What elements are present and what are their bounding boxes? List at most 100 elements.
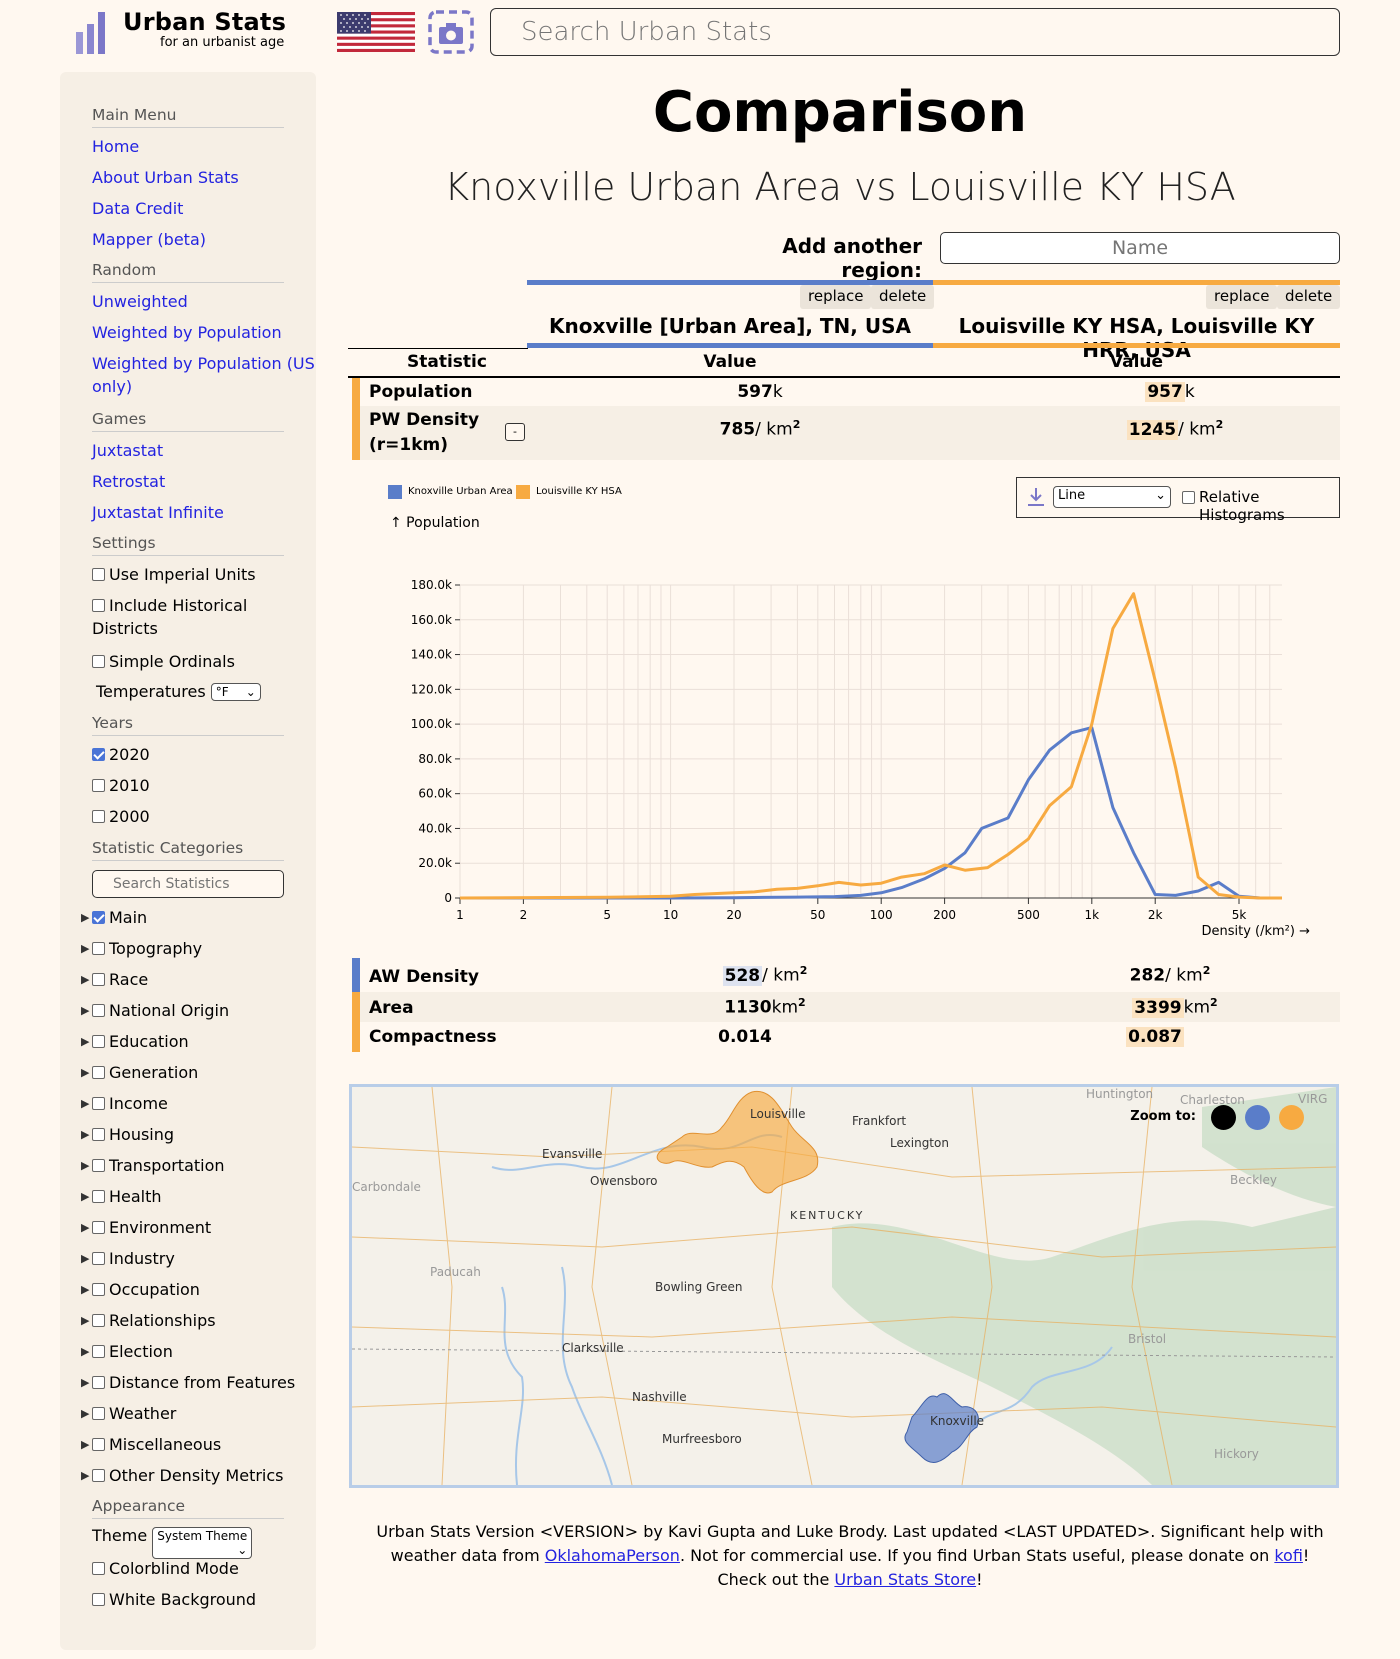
- category-transportation-checkbox[interactable]: [92, 1159, 105, 1172]
- sidebar-link-about[interactable]: About Urban Stats: [92, 168, 239, 187]
- region-2-delete-button[interactable]: delete: [1277, 285, 1341, 309]
- category-housing-checkbox[interactable]: [92, 1128, 105, 1141]
- category-generation[interactable]: Generation: [92, 1063, 198, 1082]
- population-label[interactable]: Population: [369, 382, 473, 402]
- pw-density-label[interactable]: PW Density: [369, 410, 480, 430]
- white-background-checkbox[interactable]: [92, 1593, 105, 1606]
- sidebar-link-home[interactable]: Home: [92, 137, 140, 156]
- sidebar-link-data-credit[interactable]: Data Credit: [92, 199, 184, 218]
- compactness-label[interactable]: Compactness: [369, 1027, 497, 1047]
- category-transportation[interactable]: Transportation: [92, 1156, 225, 1175]
- category-main[interactable]: Main: [92, 908, 147, 927]
- area-label[interactable]: Area: [369, 998, 414, 1018]
- category-income[interactable]: Income: [92, 1094, 168, 1113]
- expand-triangle-icon[interactable]: ▶: [81, 973, 90, 986]
- expand-button[interactable]: -: [505, 423, 525, 441]
- expand-triangle-icon[interactable]: ▶: [81, 1283, 90, 1296]
- region-1-delete-button[interactable]: delete: [871, 285, 935, 309]
- category-distance-from-features-checkbox[interactable]: [92, 1376, 105, 1389]
- category-other-density-metrics[interactable]: Other Density Metrics: [92, 1466, 284, 1485]
- sidebar-link-juxtastat[interactable]: Juxtastat: [92, 441, 164, 460]
- expand-triangle-icon[interactable]: ▶: [81, 1252, 90, 1265]
- region-2-name[interactable]: Louisville KY HSA, Louisville KY HRR, US…: [958, 314, 1315, 362]
- theme-select[interactable]: System Theme ⌄: [152, 1527, 253, 1559]
- category-health[interactable]: Health: [92, 1187, 162, 1206]
- category-miscellaneous-checkbox[interactable]: [92, 1438, 105, 1451]
- category-occupation-checkbox[interactable]: [92, 1283, 105, 1296]
- category-weather[interactable]: Weather: [92, 1404, 176, 1423]
- region-2-replace-button[interactable]: replace: [1206, 285, 1278, 309]
- download-icon[interactable]: [1025, 486, 1047, 508]
- relative-histograms-checkbox[interactable]: [1182, 491, 1195, 504]
- imperial-units-checkbox[interactable]: [92, 568, 105, 581]
- expand-triangle-icon[interactable]: ▶: [81, 1221, 90, 1234]
- pw-density-label-radius[interactable]: (r=1km): [369, 435, 449, 455]
- sidebar-link-mapper[interactable]: Mapper (beta): [92, 230, 206, 249]
- simple-ordinals-checkbox[interactable]: [92, 655, 105, 668]
- category-environment-checkbox[interactable]: [92, 1221, 105, 1234]
- category-education-checkbox[interactable]: [92, 1035, 105, 1048]
- year-2010[interactable]: 2010: [92, 776, 150, 795]
- category-topography[interactable]: Topography: [92, 939, 202, 958]
- setting-colorblind[interactable]: Colorblind Mode: [92, 1559, 239, 1578]
- region-1-name[interactable]: Knoxville [Urban Area], TN, USA: [549, 314, 911, 338]
- category-industry-checkbox[interactable]: [92, 1252, 105, 1265]
- zoom-louisville-button[interactable]: [1279, 1105, 1304, 1130]
- category-environment[interactable]: Environment: [92, 1218, 211, 1237]
- expand-triangle-icon[interactable]: ▶: [81, 1407, 90, 1420]
- category-relationships-checkbox[interactable]: [92, 1314, 105, 1327]
- setting-white-background[interactable]: White Background: [92, 1590, 256, 1609]
- category-education[interactable]: Education: [92, 1032, 189, 1051]
- expand-triangle-icon[interactable]: ▶: [81, 1128, 90, 1141]
- expand-triangle-icon[interactable]: ▶: [81, 942, 90, 955]
- add-region-input[interactable]: [940, 232, 1340, 264]
- region-1-replace-button[interactable]: replace: [800, 285, 872, 309]
- expand-triangle-icon[interactable]: ▶: [81, 1376, 90, 1389]
- expand-triangle-icon[interactable]: ▶: [81, 1097, 90, 1110]
- category-relationships[interactable]: Relationships: [92, 1311, 216, 1330]
- colorblind-checkbox[interactable]: [92, 1562, 105, 1575]
- region-map[interactable]: Louisville Frankfort Lexington Evansville Ow…: [349, 1084, 1339, 1488]
- category-housing[interactable]: Housing: [92, 1125, 174, 1144]
- expand-triangle-icon[interactable]: ▶: [81, 1190, 90, 1203]
- expand-triangle-icon[interactable]: ▶: [81, 1159, 90, 1172]
- year-2020-checkbox[interactable]: [92, 748, 105, 761]
- logo-title[interactable]: Urban Stats: [123, 8, 287, 36]
- category-miscellaneous[interactable]: Miscellaneous: [92, 1435, 221, 1454]
- category-topography-checkbox[interactable]: [92, 942, 105, 955]
- aw-density-label[interactable]: AW Density: [369, 967, 479, 987]
- sidebar-link-retrostat[interactable]: Retrostat: [92, 472, 166, 491]
- store-link[interactable]: Urban Stats Store: [834, 1570, 977, 1589]
- search-statistics-input[interactable]: [92, 870, 284, 898]
- oklahomaperson-link[interactable]: OklahomaPerson: [544, 1546, 680, 1565]
- setting-historical-districts[interactable]: Include Historical: [92, 596, 247, 615]
- category-health-checkbox[interactable]: [92, 1190, 105, 1203]
- category-election-checkbox[interactable]: [92, 1345, 105, 1358]
- expand-triangle-icon[interactable]: ▶: [81, 1469, 90, 1482]
- sidebar-link-weighted-population-us-cont[interactable]: only): [92, 377, 133, 396]
- category-distance-from-features[interactable]: Distance from Features: [92, 1373, 295, 1392]
- expand-triangle-icon[interactable]: ▶: [81, 1438, 90, 1451]
- year-2000[interactable]: 2000: [92, 807, 150, 826]
- expand-triangle-icon[interactable]: ▶: [81, 1035, 90, 1048]
- expand-triangle-icon[interactable]: ▶: [81, 911, 90, 924]
- expand-triangle-icon[interactable]: ▶: [81, 1314, 90, 1327]
- zoom-all-button[interactable]: [1211, 1105, 1236, 1130]
- us-flag-icon[interactable]: [337, 12, 415, 52]
- sidebar-link-weighted-population-us[interactable]: Weighted by Population (US: [92, 354, 315, 373]
- setting-simple-ordinals[interactable]: Simple Ordinals: [92, 652, 235, 671]
- expand-triangle-icon[interactable]: ▶: [81, 1066, 90, 1079]
- expand-triangle-icon[interactable]: ▶: [81, 1004, 90, 1017]
- historical-districts-checkbox[interactable]: [92, 599, 105, 612]
- setting-imperial-units[interactable]: Use Imperial Units: [92, 565, 256, 584]
- category-race-checkbox[interactable]: [92, 973, 105, 986]
- category-income-checkbox[interactable]: [92, 1097, 105, 1110]
- category-industry[interactable]: Industry: [92, 1249, 175, 1268]
- sidebar-link-weighted-population[interactable]: Weighted by Population: [92, 323, 282, 342]
- logo-icon[interactable]: [75, 10, 107, 54]
- category-main-checkbox[interactable]: [92, 911, 105, 924]
- category-national-origin[interactable]: National Origin: [92, 1001, 229, 1020]
- search-input[interactable]: [490, 8, 1340, 56]
- screenshot-camera-icon[interactable]: [428, 10, 474, 54]
- sidebar-link-juxtastat-infinite[interactable]: Juxtastat Infinite: [92, 503, 224, 522]
